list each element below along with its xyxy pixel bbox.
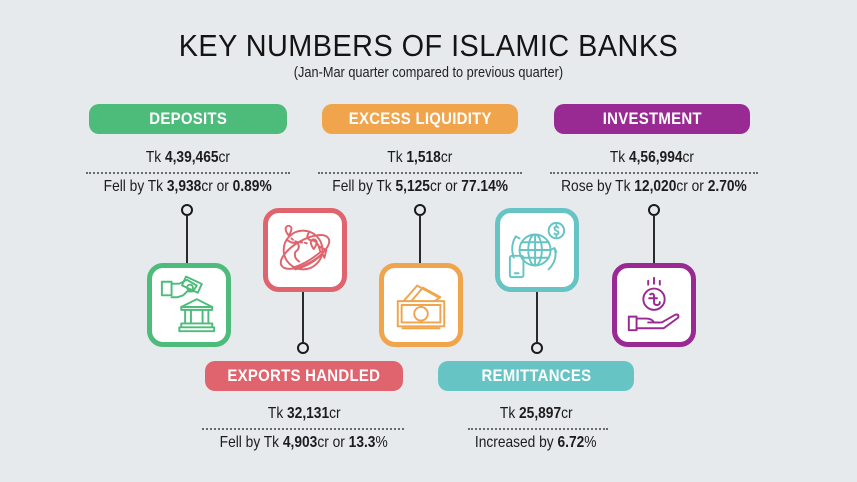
page-title: KEY NUMBERS OF ISLAMIC BANKS (178, 28, 679, 63)
unit: cr (676, 178, 688, 195)
investment-icon-box (612, 263, 696, 347)
currency-prefix: Tk (145, 149, 166, 166)
connector-line (653, 215, 655, 263)
deposits-value: Tk 4,39,465cr (80, 149, 296, 167)
connector: or (441, 178, 462, 195)
divider (318, 172, 522, 174)
excess-liquidity-change: Fell by Tk 5,125cr or 77.14% (300, 178, 540, 196)
investment-label-text: INVESTMENT (602, 109, 702, 128)
unit: cr (328, 405, 341, 422)
change-percent: 6.72 (557, 434, 585, 451)
investment-label: INVESTMENT (554, 104, 750, 134)
deposits-label-text: DEPOSITS (149, 109, 227, 128)
unit: cr (682, 149, 695, 166)
globe-route-arrow-icon (279, 224, 331, 271)
unit: cr (201, 178, 214, 195)
percent-sign: % (495, 178, 508, 195)
globe-phone-dollar-icon (508, 221, 566, 279)
change-amount: 5,125 (395, 178, 430, 195)
connector-line (186, 215, 188, 263)
change-prefix: Fell by Tk (219, 434, 284, 451)
change-prefix: Fell by Tk (103, 178, 168, 195)
connector: or (687, 178, 708, 195)
connector: or (213, 178, 233, 195)
exports-handled-label: EXPORTS HANDLED (205, 361, 403, 391)
currency-prefix: Tk (267, 405, 287, 422)
change-amount: 3,938 (167, 178, 202, 195)
investment-value: Tk 4,56,994cr (544, 149, 760, 167)
unit: cr (218, 149, 231, 166)
unit: cr (560, 405, 573, 422)
investment-change: Rose by Tk 12,020cr or 2.70% (530, 178, 778, 196)
currency-prefix: Tk (499, 405, 519, 422)
excess-liquidity-value: Tk 1,518cr (310, 149, 530, 167)
divider (468, 428, 608, 430)
excess-liquidity-amount: 1,518 (406, 149, 442, 166)
hand-taka-coin-icon (627, 276, 680, 332)
page-subtitle: (Jan-Mar quarter compared to previous qu… (293, 64, 564, 81)
change-prefix: Fell by Tk (332, 178, 396, 195)
percent-sign: % (375, 434, 389, 451)
investment-amount: 4,56,994 (629, 149, 683, 166)
remittances-value: Tk 25,897cr (428, 405, 644, 423)
exports-handled-change: Fell by Tk 4,903cr or 13.3% (190, 434, 418, 452)
change-prefix: Rose by Tk (561, 178, 635, 195)
change-percent: 13.3 (348, 434, 376, 451)
connector-line (419, 215, 421, 263)
remittances-amount: 25,897 (518, 405, 561, 422)
change-percent: 2.70 (707, 178, 735, 195)
percent-sign: % (584, 434, 597, 451)
connector-line (536, 292, 538, 342)
unit: cr (429, 178, 442, 195)
excess-liquidity-icon-box (379, 263, 463, 347)
divider (550, 172, 758, 174)
connector-line (302, 292, 304, 342)
change-amount: 12,020 (634, 178, 677, 195)
exports-icon-box (263, 208, 347, 292)
currency-prefix: Tk (609, 149, 630, 166)
deposits-icon-box (147, 263, 231, 347)
connector-node (297, 342, 309, 354)
currency-prefix: Tk (387, 149, 407, 166)
unit: cr (317, 434, 330, 451)
deposits-change: Fell by Tk 3,938cr or 0.89% (74, 178, 302, 196)
change-amount: 4,903 (283, 434, 318, 451)
remittances-icon-box (495, 208, 579, 292)
exports-handled-value: Tk 32,131cr (196, 405, 412, 423)
hand-money-bank-icon (160, 275, 216, 333)
banknotes-icon (396, 284, 446, 330)
change-percent: 0.89 (232, 178, 260, 195)
remittances-change: Increased by 6.72% (428, 434, 644, 452)
remittances-label-text: REMITTANCES (481, 366, 591, 385)
deposits-amount: 4,39,465 (165, 149, 219, 166)
exports-handled-label-text: EXPORTS HANDLED (227, 366, 381, 385)
connector: or (329, 434, 349, 451)
connector-node (531, 342, 543, 354)
divider (202, 428, 404, 430)
change-percent: 77.14 (461, 178, 496, 195)
divider (86, 172, 290, 174)
excess-liquidity-label-text: EXCESS LIQUIDITY (348, 109, 492, 128)
percent-sign: % (259, 178, 273, 195)
percent-sign: % (734, 178, 747, 195)
excess-liquidity-label: EXCESS LIQUIDITY (322, 104, 518, 134)
change-prefix: Increased by (475, 434, 558, 451)
unit: cr (441, 149, 453, 166)
deposits-label: DEPOSITS (89, 104, 287, 134)
exports-amount: 32,131 (286, 405, 329, 422)
remittances-label: REMITTANCES (438, 361, 634, 391)
